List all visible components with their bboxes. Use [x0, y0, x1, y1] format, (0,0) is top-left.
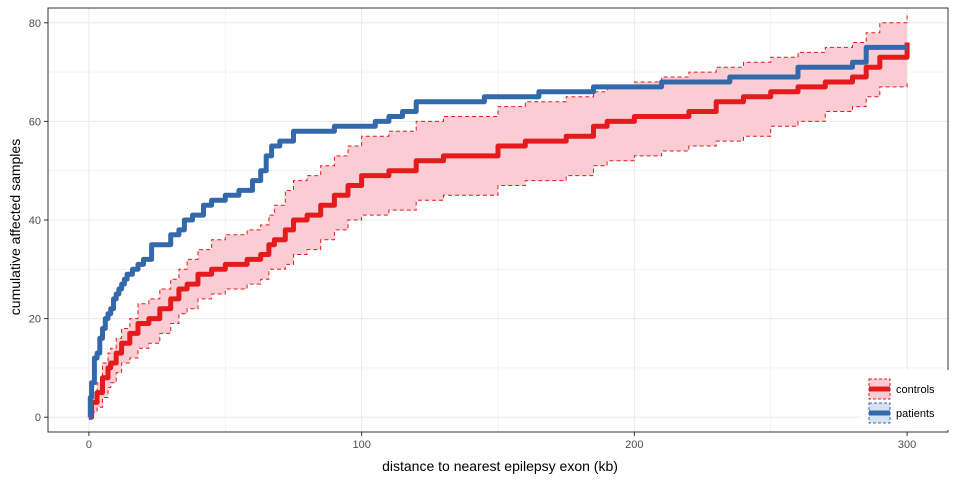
- legend-item-controls: controls: [868, 378, 935, 400]
- axes: 0 100 200 300 0 20 40 60 80: [29, 7, 949, 451]
- x-tick-label: 0: [86, 439, 92, 451]
- legend-label-patients: patients: [896, 408, 935, 420]
- series-line-controls: [88, 42, 910, 420]
- y-tick-label: 60: [29, 116, 41, 128]
- legend-item-patients: patients: [868, 402, 935, 424]
- controls-band-lower: [88, 82, 908, 418]
- y-tick-label: 80: [29, 18, 41, 30]
- x-tick-label: 300: [898, 439, 916, 451]
- series-line-patients: [87, 44, 908, 420]
- legend: controls patients: [860, 370, 950, 430]
- y-axis-title: cumulative affected samples: [7, 139, 23, 315]
- y-tick-label: 0: [35, 412, 41, 424]
- x-axis-title: distance to nearest epilepsy exon (kb): [382, 458, 618, 474]
- x-tick-label: 100: [352, 439, 370, 451]
- y-tick-label: 20: [29, 314, 41, 326]
- y-tick-label: 40: [29, 215, 41, 227]
- legend-label-controls: controls: [896, 384, 935, 396]
- controls-band-upper: [88, 12, 908, 413]
- x-tick-label: 200: [625, 439, 643, 451]
- series-lines: [87, 42, 910, 420]
